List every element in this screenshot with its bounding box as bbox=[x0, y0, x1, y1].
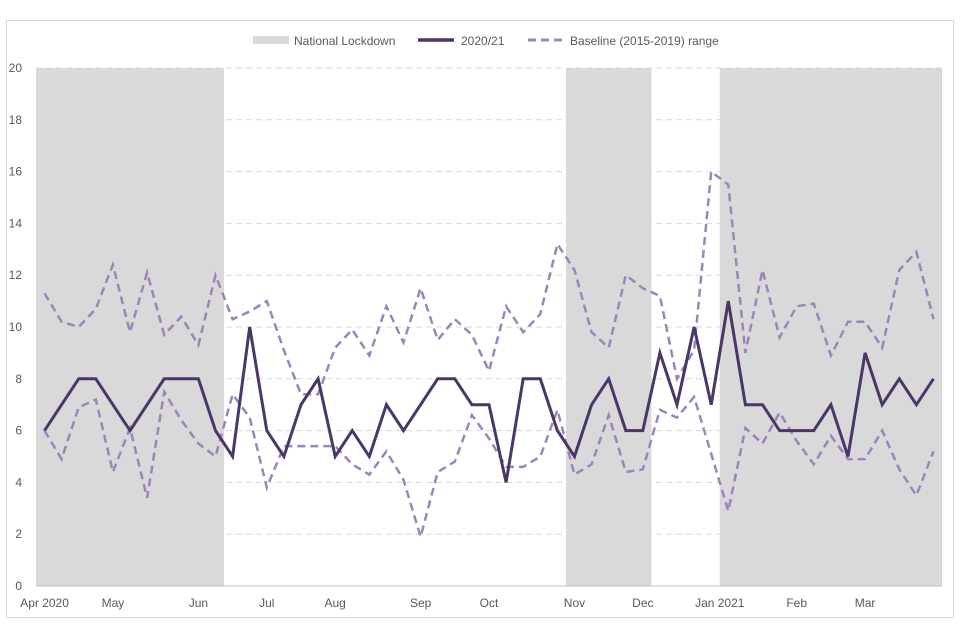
y-axis-ticks: 0 2 4 6 8 10 12 14 16 18 20 bbox=[9, 61, 23, 593]
y-tick-label-4: 4 bbox=[15, 475, 22, 489]
x-tick-label-7: Oct bbox=[480, 596, 499, 610]
x-tick-label-2: May bbox=[102, 596, 125, 610]
x-tick-label-9: Dec bbox=[632, 596, 653, 610]
y-tick-label-16: 16 bbox=[9, 165, 23, 179]
legend-2020-21-label: 2020/21 bbox=[461, 34, 505, 48]
x-tick-label-6: Sep bbox=[410, 596, 432, 610]
series-line-baseline-upper bbox=[43, 169, 935, 396]
y-tick-label-18: 18 bbox=[9, 113, 23, 127]
legend-lockdown-swatch bbox=[253, 36, 289, 44]
legend: National Lockdown 2020/21 Baseline (2015… bbox=[253, 34, 719, 48]
legend-baseline-label: Baseline (2015-2019) range bbox=[570, 34, 719, 48]
series-line-2020-21 bbox=[43, 300, 935, 483]
x-tick-label-1: Apr 2020 bbox=[20, 596, 69, 610]
x-tick-label-5: Aug bbox=[324, 596, 345, 610]
x-tick-label-10: Jan 2021 bbox=[695, 596, 745, 610]
x-tick-label-12: Mar bbox=[855, 596, 876, 610]
x-tick-label-11: Feb bbox=[786, 596, 807, 610]
y-tick-label-10: 10 bbox=[9, 320, 23, 334]
series-layer bbox=[43, 169, 935, 542]
y-tick-label-20: 20 bbox=[9, 61, 23, 75]
y-tick-label-8: 8 bbox=[15, 372, 22, 386]
x-tick-label-4: Jul bbox=[259, 596, 274, 610]
y-tick-label-0: 0 bbox=[15, 579, 22, 593]
y-tick-label-12: 12 bbox=[9, 268, 23, 282]
chart-frame bbox=[6, 20, 954, 618]
x-axis-ticks: Apr 2020 May Jun Jul Aug Sep Oct Nov Dec Jan 2021… bbox=[20, 596, 875, 610]
x-tick-label-8: Nov bbox=[564, 596, 585, 610]
x-tick-label-3: Jun bbox=[189, 596, 208, 610]
y-tick-label-6: 6 bbox=[15, 424, 22, 438]
legend-lockdown-label: National Lockdown bbox=[294, 34, 395, 48]
y-tick-label-2: 2 bbox=[15, 527, 22, 541]
y-tick-label-14: 14 bbox=[9, 216, 23, 230]
series-line-baseline-lower bbox=[43, 388, 935, 542]
